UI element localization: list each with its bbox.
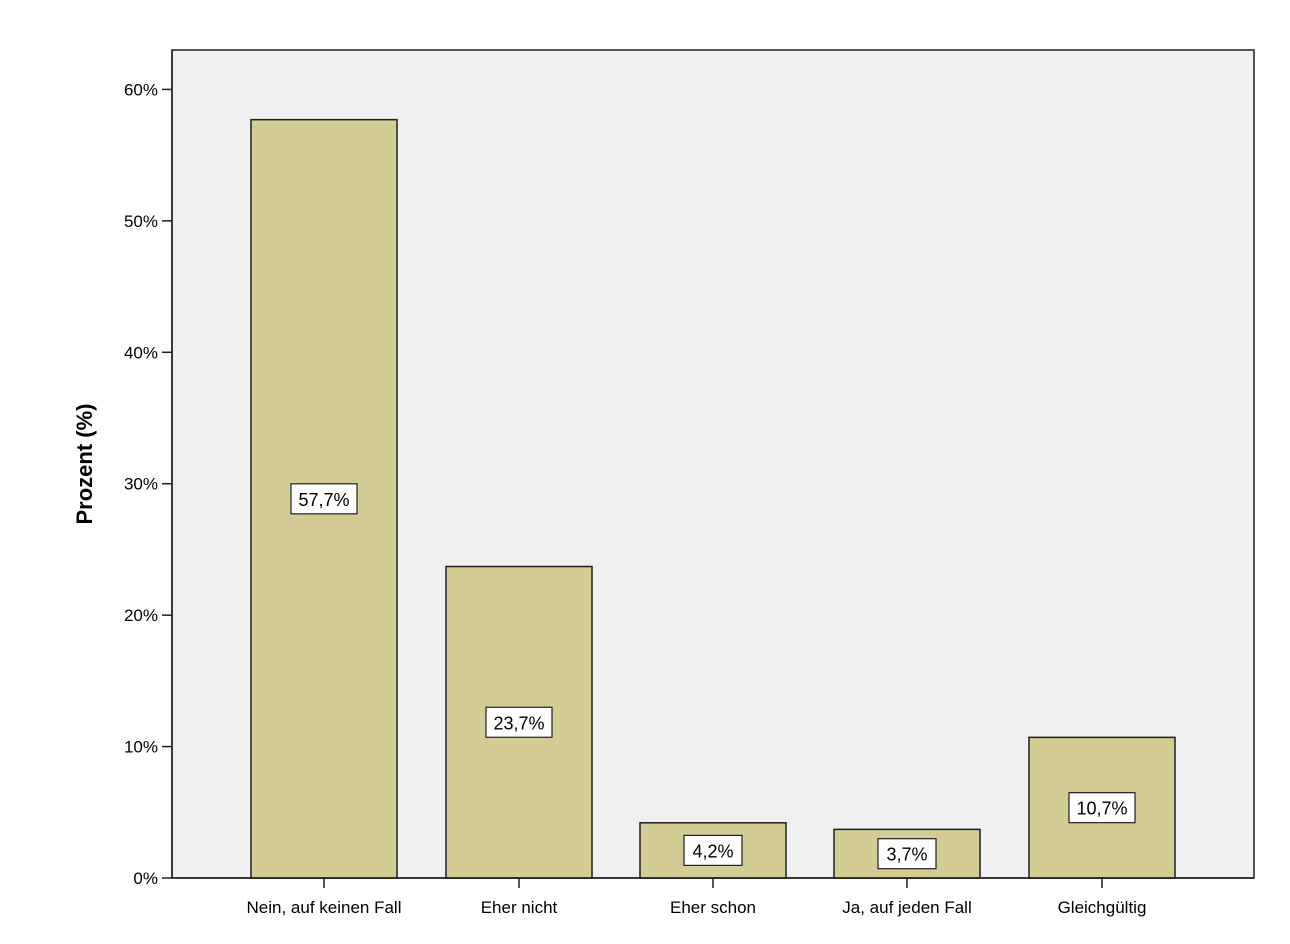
y-tick-label: 20% — [124, 606, 158, 625]
y-tick-label: 50% — [124, 212, 158, 231]
y-tick-label: 60% — [124, 80, 158, 99]
data-label-box — [1068, 792, 1136, 824]
y-tick-label: 0% — [133, 869, 158, 888]
x-axis: Nein, auf keinen Fall Eher nicht Eher scho… — [172, 877, 1254, 917]
data-label-box — [485, 706, 553, 738]
x-tick-label: Eher nicht — [481, 898, 558, 917]
x-tick-label: Ja, auf jeden Fall — [842, 898, 971, 917]
y-tick-label: 40% — [124, 343, 158, 362]
x-tick-label: Nein, auf keinen Fall — [247, 898, 402, 917]
data-label: 23,7% — [493, 713, 544, 733]
bars-group: 57,7% 23,7% 4,2% 3,7% 10,7% — [250, 118, 1176, 879]
data-label-box — [683, 834, 743, 867]
y-axis: 0% 10% 20% 30% 40% 50% 60% — [124, 50, 173, 888]
data-label-box — [290, 483, 358, 515]
x-tick-label: Gleichgültig — [1058, 898, 1147, 917]
data-label: 57,7% — [298, 490, 349, 510]
x-tick-label: Eher schon — [670, 898, 756, 917]
data-label: 4,2% — [692, 841, 733, 861]
y-axis-title: Prozent (%) — [72, 404, 97, 525]
data-label: 10,7% — [1076, 799, 1127, 819]
data-label-box — [877, 838, 937, 870]
y-tick-label: 10% — [124, 738, 158, 757]
data-label: 3,7% — [886, 845, 927, 865]
y-tick-label: 30% — [124, 475, 158, 494]
